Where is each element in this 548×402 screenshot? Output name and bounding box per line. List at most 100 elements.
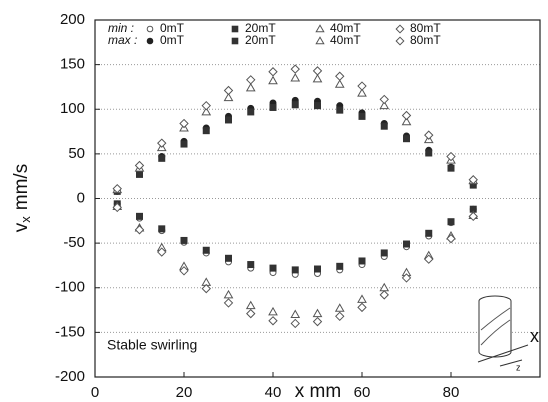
point: [336, 262, 344, 270]
point: [245, 300, 256, 310]
inset-label: x: [530, 326, 539, 346]
x-tick-label: 0: [91, 384, 99, 401]
legend-marker: [395, 36, 405, 46]
point: [201, 100, 211, 111]
point: [425, 149, 433, 157]
point: [269, 264, 277, 272]
point: [134, 160, 145, 171]
point: [335, 311, 345, 322]
point: [446, 151, 456, 162]
x-axis-label: x mm: [295, 381, 341, 402]
point: [335, 71, 345, 81]
point: [401, 273, 412, 283]
point: [290, 309, 301, 319]
legend-label: 20mT: [245, 21, 276, 35]
point: [357, 88, 367, 97]
y-label-main: v: [11, 222, 32, 232]
y-axis-label: vx mm/s: [11, 164, 33, 232]
point: [157, 138, 167, 148]
point: [223, 92, 234, 102]
y-tick-label: -150: [55, 323, 85, 340]
inset-shape: [480, 307, 511, 346]
point: [180, 236, 188, 244]
point: [247, 261, 255, 269]
point: [180, 140, 188, 148]
point: [245, 82, 256, 92]
x-tick-label: 80: [443, 384, 460, 401]
y-tick-label: 150: [60, 56, 85, 73]
point: [136, 170, 143, 178]
legend-marker: [146, 37, 154, 45]
point: [380, 249, 388, 257]
x-tick-label: 20: [176, 384, 193, 401]
point: [403, 135, 410, 143]
point: [358, 257, 366, 265]
point: [425, 229, 433, 237]
point: [201, 106, 212, 116]
point: [201, 283, 211, 294]
inset-axis: [499, 359, 523, 367]
point: [157, 247, 167, 257]
point: [268, 306, 278, 316]
point: [179, 266, 189, 276]
legend-marker: [395, 24, 405, 34]
point: [357, 81, 367, 91]
legend-marker: [315, 24, 325, 33]
legend-row-label: min :: [108, 21, 134, 35]
legend-label: 40mT: [330, 33, 361, 47]
point: [223, 85, 234, 96]
legend-label: 20mT: [245, 33, 276, 47]
y-tick-label: -100: [55, 279, 85, 296]
point: [312, 308, 323, 318]
legend-label: 0mT: [160, 33, 185, 47]
point: [202, 246, 210, 254]
point: [246, 308, 256, 319]
point: [136, 212, 143, 220]
point: [112, 202, 122, 213]
point: [358, 112, 366, 120]
annotation: Stable swirling: [107, 336, 197, 352]
y-tick-label: 200: [60, 11, 85, 28]
x-tick-label: 60: [354, 384, 371, 401]
plot-frame: [94, 19, 541, 378]
point: [179, 118, 189, 129]
inset-shape: [478, 301, 512, 358]
point: [269, 103, 277, 111]
point: [357, 294, 367, 303]
x-tick-label: 40: [265, 384, 282, 401]
point: [334, 303, 345, 312]
inset: xz: [477, 295, 539, 372]
legend-marker: [315, 36, 325, 45]
point: [290, 73, 301, 82]
point: [223, 289, 234, 299]
point: [446, 233, 456, 244]
y-tick-label: -50: [63, 234, 85, 251]
point: [334, 79, 345, 88]
legend-label: 80mT: [410, 33, 441, 47]
point: [447, 218, 455, 226]
y-tick-label: 50: [68, 145, 85, 162]
point: [403, 240, 410, 248]
y-label-unit: mm/s: [11, 164, 32, 210]
legend-marker: [231, 25, 239, 33]
legend-row-label: max :: [108, 33, 137, 47]
point: [380, 122, 388, 130]
point: [268, 75, 278, 85]
point: [290, 318, 300, 329]
y-tick-label: -200: [55, 368, 85, 385]
point: [225, 254, 232, 262]
point: [312, 66, 323, 76]
point: [336, 106, 344, 114]
point: [290, 64, 300, 74]
point: [379, 100, 390, 110]
point: [223, 298, 234, 308]
point: [379, 282, 390, 292]
point: [112, 183, 122, 194]
legend-label: 80mT: [410, 21, 441, 35]
point: [447, 164, 455, 172]
point: [158, 225, 166, 233]
point: [424, 254, 434, 264]
point: [291, 266, 299, 274]
point: [202, 127, 210, 135]
